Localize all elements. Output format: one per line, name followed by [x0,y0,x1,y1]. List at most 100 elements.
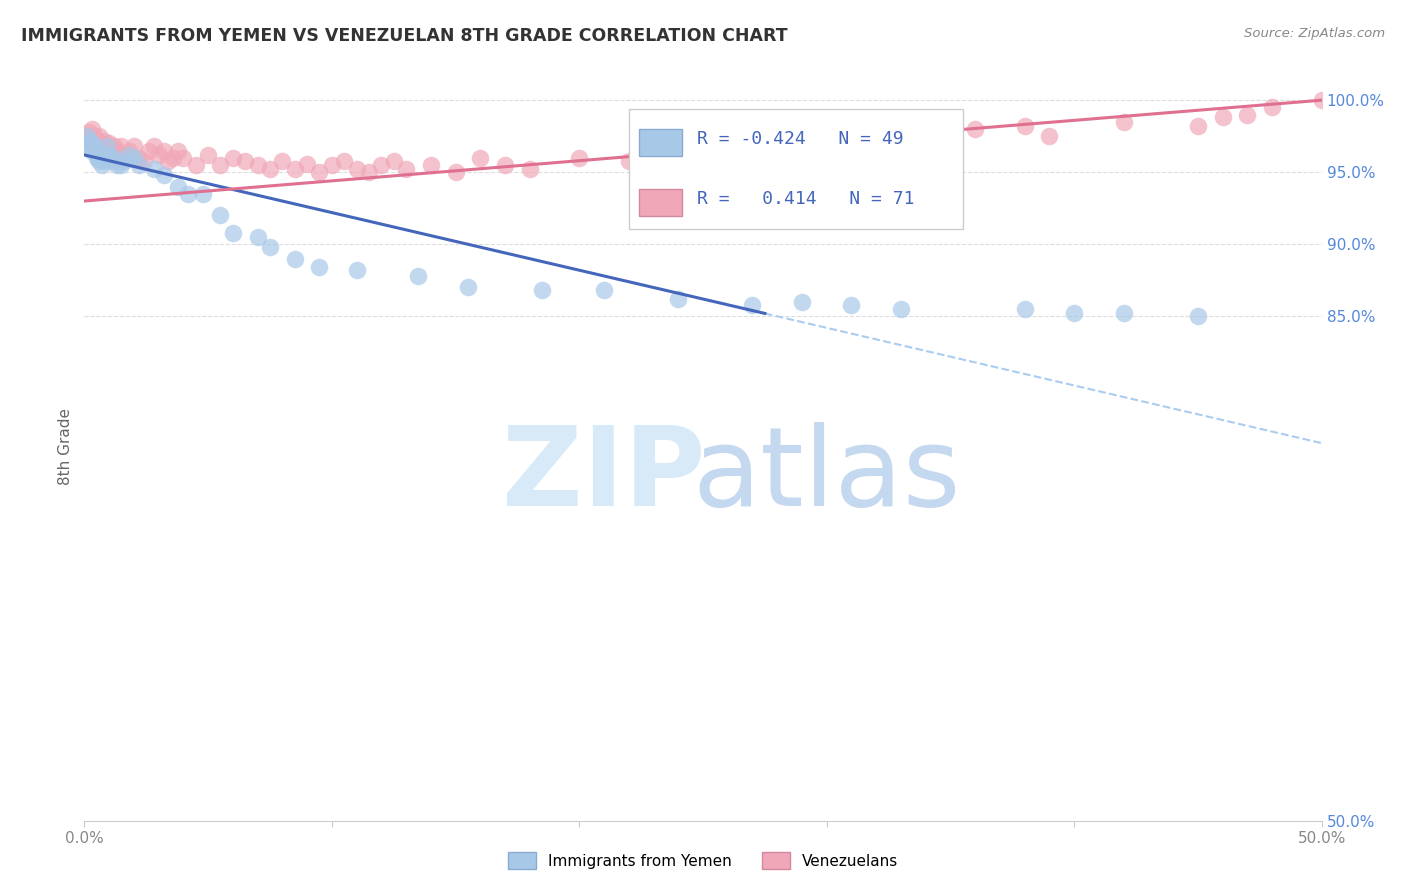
Point [76,129,98,144]
Point [568,151,591,165]
Point [666,139,689,153]
Point [271,153,294,168]
Point [162,151,184,165]
Point [105,158,128,172]
Point [132,153,155,168]
Point [79,134,101,148]
Point [152,168,174,182]
Point [308,165,330,179]
Point [197,148,219,162]
Point [96,139,118,153]
Text: Source: ZipAtlas.com: Source: ZipAtlas.com [1244,27,1385,40]
Point [118,148,141,162]
Point [741,298,763,312]
Point [93,134,115,148]
Point [157,153,180,168]
Point [419,158,441,172]
Point [246,230,269,244]
Point [80,139,103,153]
Point [259,240,281,254]
Point [90,136,112,151]
Point [89,129,111,144]
Point [148,148,170,162]
Point [222,226,245,240]
Point [333,153,356,168]
Point [259,162,281,177]
Point [382,153,405,168]
Point [1187,119,1209,133]
Point [284,252,307,266]
Point [86,134,108,148]
Point [222,151,245,165]
Point [100,144,122,158]
Point [76,139,98,153]
Point [100,153,122,168]
Point [79,125,101,139]
Point [86,151,108,165]
Point [90,158,112,172]
Point [965,122,987,136]
Point [790,294,813,309]
Point [83,129,105,144]
Point [184,158,207,172]
Point [110,158,132,172]
Point [408,268,430,283]
Legend: Immigrants from Yemen, Venezuelans: Immigrants from Yemen, Venezuelans [502,846,904,875]
Point [284,162,307,177]
Point [108,151,131,165]
Text: IMMIGRANTS FROM YEMEN VS VENEZUELAN 8TH GRADE CORRELATION CHART: IMMIGRANTS FROM YEMEN VS VENEZUELAN 8TH … [21,27,787,45]
Point [93,153,115,168]
Point [346,162,368,177]
Point [89,139,111,153]
Point [308,260,330,275]
Point [519,162,541,177]
Point [191,186,214,201]
Point [103,151,125,165]
Point [1187,310,1209,324]
Point [98,151,121,165]
Point [209,209,232,223]
Text: R =   0.414   N = 71: R = 0.414 N = 71 [697,190,914,208]
Point [128,151,150,165]
Point [167,179,190,194]
Point [841,298,863,312]
Point [93,144,115,158]
Point [122,151,145,165]
Point [470,151,492,165]
Point [1063,306,1085,320]
Point [890,302,912,317]
Point [321,158,343,172]
Point [531,284,554,298]
Point [172,151,194,165]
Point [1112,306,1135,320]
Point [593,284,616,298]
Text: atlas: atlas [693,423,960,530]
Point [766,134,789,148]
Point [86,144,108,158]
Point [142,162,165,177]
Point [1038,129,1060,144]
Point [76,129,98,144]
Point [457,280,479,294]
Point [494,158,516,172]
Point [395,162,418,177]
Point [83,139,105,153]
Point [80,122,103,136]
Point [118,144,141,158]
Point [177,186,200,201]
Point [128,158,150,172]
Point [90,144,112,158]
Point [233,153,256,168]
Point [1014,119,1036,133]
Point [666,292,689,306]
Y-axis label: 8th Grade: 8th Grade [58,408,73,484]
Point [1014,302,1036,317]
Point [89,151,111,165]
Point [152,144,174,158]
Point [357,165,380,179]
Point [100,148,122,162]
Point [1212,111,1234,125]
Point [1236,107,1258,121]
Text: ZIP: ZIP [502,423,706,530]
Point [112,153,135,168]
